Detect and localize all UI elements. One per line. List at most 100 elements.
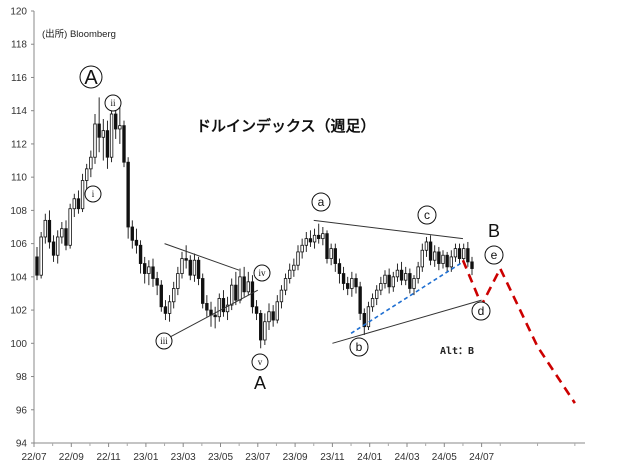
wave-label-i-circle [84,185,102,203]
candle-up [420,249,424,268]
candle-down [47,219,52,243]
candle-down [188,259,192,276]
candle-up [263,321,267,341]
wave-label-iii-circle [155,332,173,350]
wave-label-A-circled-text: A [84,67,98,89]
candle-down [358,286,362,314]
candle-down [308,238,313,243]
wave-label-e-text: e [491,248,498,262]
candle-up [80,180,85,210]
candle-down [221,298,226,313]
candle-up [329,248,333,259]
candle-up [391,276,395,288]
y-tick-label: 114 [11,106,27,117]
candle-down [242,276,246,293]
candle-up [292,264,296,271]
candle-up [279,289,284,303]
candle-up [172,288,176,303]
candle-up [395,269,400,278]
wave-label-a: a [311,192,331,212]
wave-label-c-text: c [424,208,430,222]
candle-up [379,283,383,291]
wave-label-e: e [484,245,504,265]
y-tick-label: 116 [11,73,27,84]
x-tick-label: 22/09 [59,452,84,463]
candle-up [462,248,466,259]
candle-up [39,236,43,276]
support-line-dashed [350,261,464,335]
candle-up [449,256,453,268]
wave-label-v: v [251,353,269,371]
candle-up [267,311,271,323]
candle-down [130,226,134,241]
candle-down [64,228,68,246]
candle-down [470,261,474,269]
candle-up [118,125,122,130]
x-tick-label: 23/01 [133,452,158,463]
candle-up [383,274,387,284]
candle-up [312,234,317,243]
candle-up [68,208,72,246]
candle-down [151,266,155,279]
wave-label-c: c [417,205,437,225]
candle-up [246,281,250,293]
wave-label-A: A [254,373,266,393]
trendline [313,219,464,240]
candle-down [437,251,441,264]
wave-label-ii-circle [104,94,122,112]
candle-down [143,263,147,274]
candle-down [428,241,433,261]
candle-down [213,314,217,318]
forecast-path [461,259,576,404]
candle-up [433,251,437,261]
candle-down [387,274,391,288]
candle-up [370,298,375,308]
candle-down [325,233,329,259]
wave-label-d: d [471,301,491,321]
x-tick-label: 22/11 [96,452,121,463]
x-tick-label: 23/11 [320,452,345,463]
wave-label-b: b [349,337,369,357]
candle-down [234,284,238,301]
candle-up [283,278,288,291]
candle-down [354,278,358,288]
alt-note: Alt：B [440,346,474,357]
trendline [164,289,259,341]
trendline [164,243,240,271]
candle-up [225,304,230,313]
candle-up [93,123,97,158]
y-tick-label: 96 [16,405,28,416]
candle-up [176,273,180,289]
chart-title: ドルインデックス（週足） [196,117,376,135]
x-tick-label: 23/05 [208,452,233,463]
candle-up [288,269,292,279]
source-note: (出所) Bloomberg [42,28,116,40]
candle-up [366,306,371,328]
candle-down [259,312,263,341]
candle-down [457,248,462,259]
candle-down [271,311,275,321]
wave-label-ii: ii [104,94,122,112]
y-tick-label: 110 [11,173,27,184]
candle-down [337,263,342,274]
candle-up [192,259,197,276]
candle-down [184,258,188,261]
x-tick-label: 23/09 [283,452,308,463]
wave-label-B: B [488,221,500,241]
candle-down [445,254,449,268]
candle-down [205,303,209,311]
candle-down [196,259,201,279]
wave-label-A-circled-circle [79,65,103,89]
x-tick-label: 24/03 [394,452,419,463]
y-tick-label: 118 [11,40,27,51]
wave-label-v-text: v [258,357,263,367]
x-tick-label: 22/07 [21,452,46,463]
candle-down [126,161,130,228]
candle-up [404,273,408,281]
candle-down [76,198,81,210]
wave-label-iv-circle [253,264,271,282]
wave-label-A-circled: A [79,65,103,89]
tick-labels: 94 96 98 100 102 104 106 108 110 112 114 116 118 120 2… [10,7,576,463]
candle-down [201,278,205,304]
